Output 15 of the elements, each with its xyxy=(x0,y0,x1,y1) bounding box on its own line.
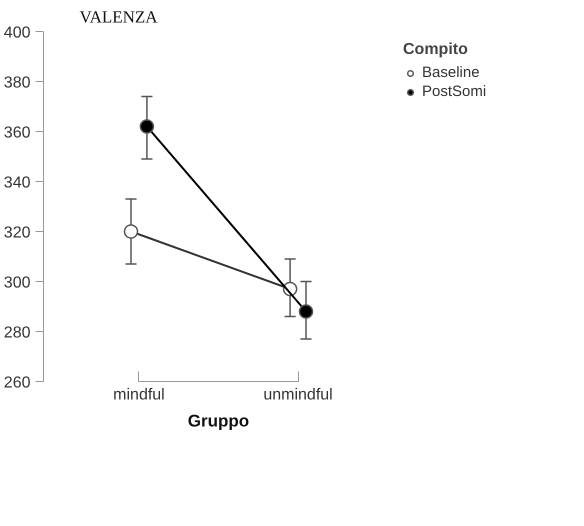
x-axis-title: Gruppo xyxy=(188,412,250,430)
x-tick-label: mindful xyxy=(113,386,165,404)
y-tick-label: 380 xyxy=(4,74,31,92)
legend-label: PostSomi xyxy=(422,83,486,100)
y-tick-label: 360 xyxy=(4,124,31,142)
chart-title: VALENZA xyxy=(80,8,158,26)
y-tick-label: 340 xyxy=(4,174,31,192)
y-tick-label: 280 xyxy=(4,324,31,342)
legend-title: Compito xyxy=(403,41,469,59)
y-tick-label: 300 xyxy=(4,274,31,292)
y-tick-label: 400 xyxy=(4,24,31,42)
y-tick-label: 320 xyxy=(4,224,31,242)
legend-label: Baseline xyxy=(422,64,480,81)
y-tick-label: 260 xyxy=(4,374,31,392)
x-tick-label: unmindful xyxy=(263,386,333,404)
